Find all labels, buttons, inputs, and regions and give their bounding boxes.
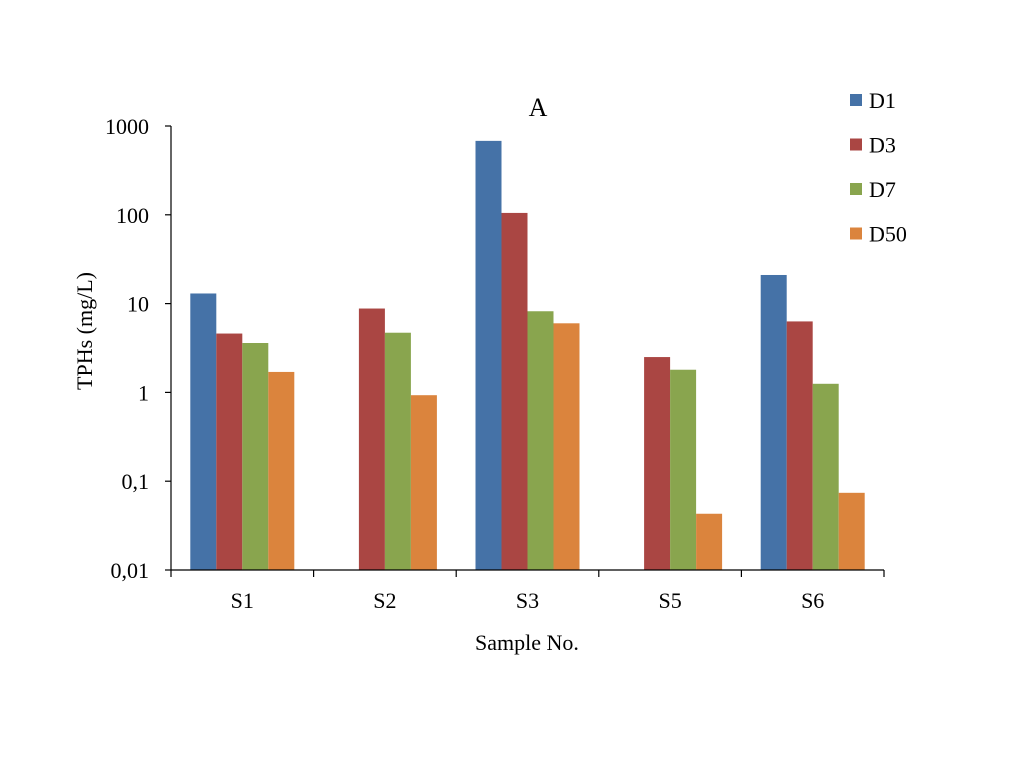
bar-d1-s6 — [760, 274, 787, 570]
bar-d1-s1 — [190, 293, 217, 570]
y-tick-label: 10 — [127, 292, 149, 317]
x-tick-label: S1 — [231, 588, 254, 613]
legend-swatch-d1 — [850, 94, 862, 106]
bar-d7-s3 — [527, 311, 554, 570]
legend-swatch-d7 — [850, 183, 862, 195]
legend-label-d50: D50 — [869, 222, 907, 247]
y-tick-label: 0,1 — [122, 469, 150, 494]
bar-d7-s2 — [384, 332, 411, 570]
legend-label-d7: D7 — [869, 177, 896, 202]
bar-d50-s2 — [410, 395, 437, 570]
x-tick-label: S6 — [801, 588, 824, 613]
x-tick-label: S2 — [373, 588, 396, 613]
bar-d3-s1 — [216, 333, 243, 570]
bars-layer — [190, 140, 865, 570]
bar-d3-s3 — [501, 212, 528, 570]
bar-d7-s6 — [812, 383, 839, 570]
bar-d50-s1 — [268, 371, 295, 570]
y-tick-label: 100 — [116, 203, 149, 228]
bar-d3-s2 — [358, 308, 385, 570]
y-tick-label: 0,01 — [111, 558, 150, 583]
x-tick-label: S3 — [516, 588, 539, 613]
bar-d1-s3 — [475, 140, 502, 570]
y-axis-label: TPHs (mg/L) — [72, 272, 97, 390]
legend-label-d1: D1 — [869, 88, 896, 113]
bar-d50-s5 — [696, 513, 723, 570]
legend-swatch-d50 — [850, 227, 862, 240]
x-axis-label: Sample No. — [475, 630, 579, 655]
bar-d50-s3 — [553, 323, 580, 570]
bar-d3-s6 — [786, 321, 813, 570]
y-tick-label: 1 — [138, 380, 149, 405]
bar-d7-s5 — [670, 369, 697, 570]
chart-title: A — [529, 93, 548, 122]
bar-d3-s5 — [644, 357, 671, 570]
axes-layer: 0,01 0,1 1 10 100 1000 S1 S2 S3 S5 S6 — [105, 114, 885, 613]
y-tick-label: 1000 — [105, 114, 149, 139]
legend-swatch-d3 — [850, 138, 862, 151]
x-tick-label: S5 — [658, 588, 681, 613]
legend-label-d3: D3 — [869, 133, 896, 158]
bar-d7-s1 — [242, 343, 269, 570]
bar-d50-s6 — [838, 492, 865, 570]
legend: D1 D3 D7 D50 — [850, 88, 907, 247]
